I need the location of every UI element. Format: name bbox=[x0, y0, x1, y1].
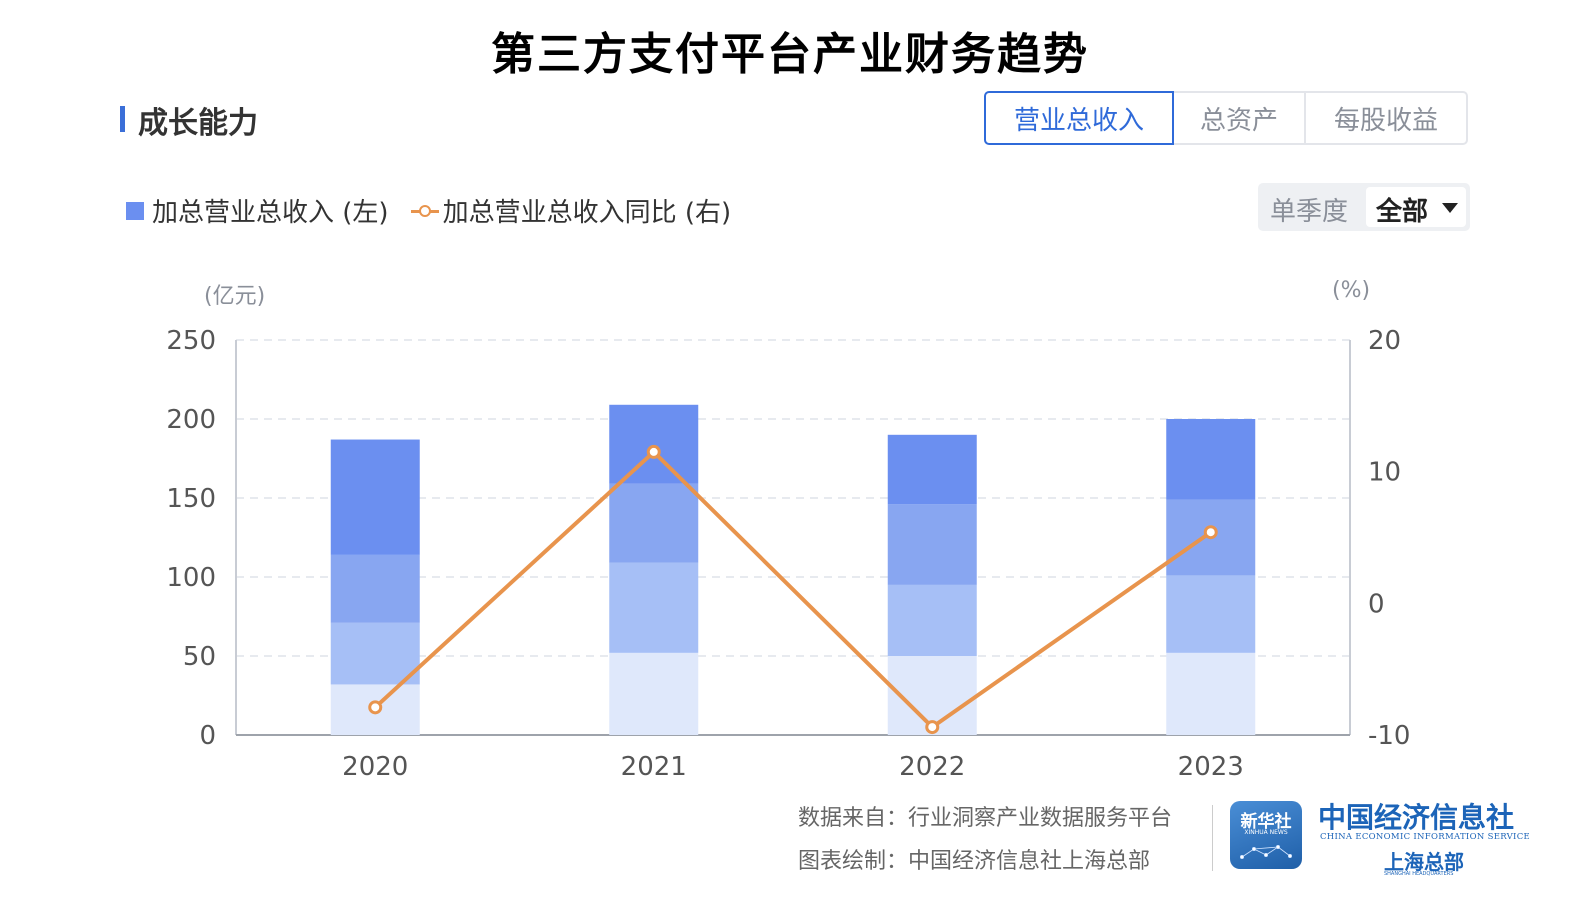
bar-segment bbox=[609, 483, 699, 563]
y-left-tick-label: 0 bbox=[199, 721, 216, 751]
legend-line-swatch bbox=[410, 202, 439, 220]
y-left-tick-label: 250 bbox=[166, 326, 216, 356]
legend-item-bars[interactable]: 加总营业总收入 (左) bbox=[126, 192, 389, 229]
y-left-tick-label: 150 bbox=[166, 484, 216, 514]
bar-segment bbox=[1166, 575, 1256, 653]
section-title: 成长能力 bbox=[138, 106, 258, 141]
chart-credit-note: 图表绘制：中国经济信息社上海总部 bbox=[798, 849, 1151, 874]
data-source-note: 数据来自：行业洞察产业数据服务平台 bbox=[798, 806, 1173, 831]
bar-segment bbox=[887, 434, 977, 505]
bar-segment bbox=[330, 439, 420, 555]
y-right-tick-label: 0 bbox=[1368, 589, 1385, 619]
y-left-tick-label: 200 bbox=[166, 405, 216, 435]
network-icon bbox=[1240, 845, 1293, 859]
legend-line-label: 加总营业总收入同比 (右) bbox=[442, 198, 732, 228]
chart-legend: 加总营业总收入 (左) 加总营业总收入同比 (右) bbox=[126, 192, 753, 229]
legend-bar-label: 加总营业总收入 (左) bbox=[152, 198, 389, 228]
yoy-point bbox=[925, 720, 940, 735]
metric-tabs: 营业总收入 总资产 每股收益 bbox=[984, 91, 1468, 145]
yoy-line bbox=[373, 449, 1212, 730]
org-name-en: CHINA ECONOMIC INFORMATION SERVICE bbox=[1320, 832, 1531, 842]
legend-item-line[interactable]: 加总营业总收入同比 (右) bbox=[410, 192, 732, 229]
x-tick-label: 2022 bbox=[899, 752, 965, 782]
tab-revenue[interactable]: 营业总收入 bbox=[984, 91, 1174, 145]
bar-segment bbox=[887, 504, 977, 585]
bar-segment bbox=[330, 554, 420, 623]
bar-segment bbox=[1166, 419, 1256, 500]
org-branch-en: SHANGHAI HEADQUARTERS bbox=[1384, 871, 1454, 877]
bar-segment bbox=[1166, 652, 1256, 735]
footer-divider bbox=[1212, 805, 1213, 871]
x-tick-label: 2020 bbox=[342, 752, 408, 782]
yoy-point bbox=[368, 700, 383, 715]
y-right-tick-label: -10 bbox=[1368, 721, 1410, 751]
y-right-unit: (%) bbox=[1332, 278, 1371, 303]
xinhua-logo-icon: 新华社 XINHUA NEWS bbox=[1230, 801, 1302, 869]
y-right-tick-label: 10 bbox=[1368, 458, 1401, 488]
caret-down-icon bbox=[1442, 203, 1458, 213]
bar-segment bbox=[887, 656, 977, 735]
bar-segment bbox=[609, 562, 699, 653]
y-left-tick-label: 50 bbox=[183, 642, 216, 672]
period-selector: 单季度 全部 bbox=[1258, 183, 1470, 231]
y-right-tick-label: 20 bbox=[1368, 326, 1401, 356]
period-dropdown-value: 全部 bbox=[1376, 197, 1429, 227]
bar-segment bbox=[887, 584, 977, 656]
period-dropdown[interactable]: 全部 bbox=[1366, 187, 1466, 227]
section-accent-bar bbox=[120, 106, 125, 132]
tab-total-assets[interactable]: 总资产 bbox=[1172, 91, 1306, 145]
org-name-cn: 中国经济信息社 bbox=[1318, 801, 1515, 834]
bar-segment bbox=[330, 684, 420, 735]
bar-segment bbox=[609, 404, 699, 484]
legend-bar-swatch bbox=[126, 201, 144, 220]
x-tick-label: 2021 bbox=[621, 752, 687, 782]
bar-segment bbox=[1166, 499, 1256, 576]
period-selector-label: 单季度 bbox=[1270, 197, 1349, 227]
tab-eps[interactable]: 每股收益 bbox=[1304, 91, 1468, 145]
org-branch-cn: 上海总部 bbox=[1384, 850, 1464, 874]
bar-segment bbox=[330, 622, 420, 685]
x-tick-label: 2023 bbox=[1178, 752, 1244, 782]
y-left-unit: (亿元) bbox=[204, 284, 266, 309]
page-title: 第三方支付平台产业财务趋势 bbox=[491, 29, 1089, 80]
y-left-tick-label: 100 bbox=[166, 563, 216, 593]
yoy-point bbox=[1203, 525, 1218, 540]
bar-segment bbox=[609, 652, 699, 735]
yoy-point bbox=[646, 444, 661, 459]
